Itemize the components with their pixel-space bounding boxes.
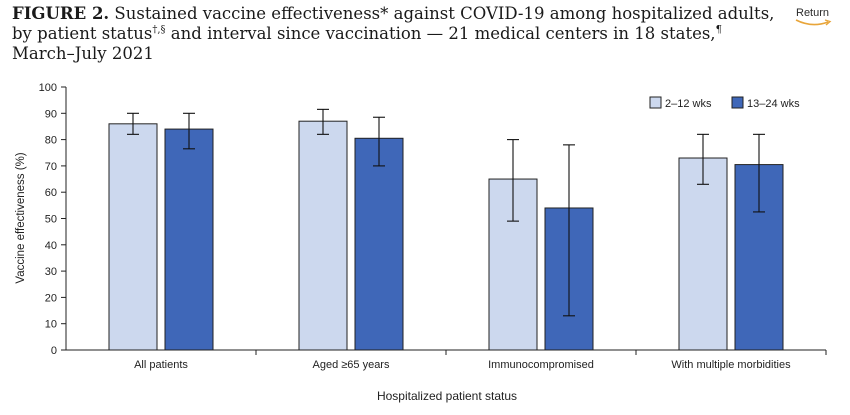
legend-label: 13–24 wks xyxy=(747,98,800,110)
legend-swatch xyxy=(731,96,744,109)
figure-title: FIGURE 2. Sustained vaccine effectivenes… xyxy=(12,4,782,64)
x-tick-label: All patients xyxy=(134,359,188,371)
legend-swatch xyxy=(649,96,662,109)
legend-label: 2–12 wks xyxy=(665,98,712,110)
y-tick-label: 40 xyxy=(45,240,57,252)
y-tick-label: 30 xyxy=(45,266,57,278)
y-tick-label: 50 xyxy=(45,214,57,226)
bar xyxy=(678,157,728,351)
x-tick-label: Immunocompromised xyxy=(488,359,594,371)
footnote-marker-2: ¶ xyxy=(715,24,722,36)
x-axis-label: Hospitalized patient status xyxy=(377,389,517,403)
bar xyxy=(298,120,348,351)
y-tick-label: 0 xyxy=(51,345,57,357)
figure-label: FIGURE 2. xyxy=(12,4,110,23)
y-axis-label: Vaccine effectiveness (%) xyxy=(15,152,27,283)
return-link[interactable]: Return xyxy=(795,7,832,26)
footnote-marker-1: †,§ xyxy=(152,24,166,36)
title-text-1: Sustained vaccine effectiveness* against… xyxy=(12,4,775,43)
y-tick-label: 100 xyxy=(39,82,57,94)
x-tick-label: With multiple morbidities xyxy=(671,359,791,371)
bar xyxy=(354,137,404,351)
bar xyxy=(108,123,158,351)
title-text-2: and interval since vaccination — 21 medi… xyxy=(165,24,716,43)
y-tick-label: 70 xyxy=(45,161,57,173)
x-tick-label: Aged ≥65 years xyxy=(313,359,390,371)
y-tick-label: 10 xyxy=(45,319,57,331)
y-tick-label: 90 xyxy=(45,108,57,120)
y-tick-label: 80 xyxy=(45,135,57,147)
y-tick-label: 60 xyxy=(45,187,57,199)
return-label: Return xyxy=(796,7,830,19)
y-tick-label: 20 xyxy=(45,292,57,304)
curved-arrow-icon xyxy=(795,19,832,26)
bar xyxy=(164,128,214,351)
title-text-3: March–July 2021 xyxy=(12,44,154,63)
